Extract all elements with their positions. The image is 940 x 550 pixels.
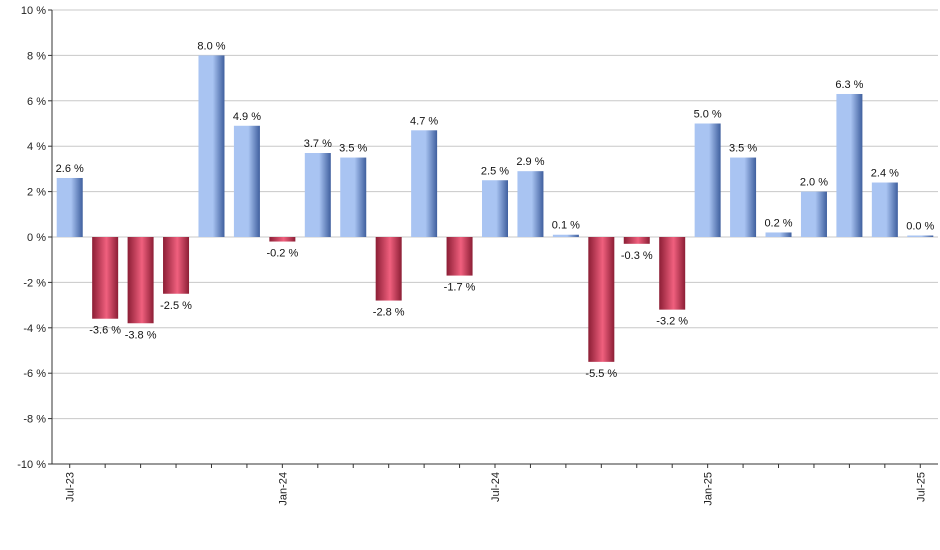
bar-jul-25 xyxy=(907,235,934,237)
y-tick-label: 0 % xyxy=(27,232,46,244)
y-tick-label: 10 % xyxy=(21,5,46,17)
bar-mar-25 xyxy=(765,232,792,237)
bar-jun-24 xyxy=(446,237,473,276)
x-tick-label: Jan-25 xyxy=(703,472,715,506)
axes: -10 % -8 % -6 % -4 % -2 % 0 % 2 % 4 % 6 % 8 % 10 %… xyxy=(17,5,938,506)
data-label: 4.9 % xyxy=(233,111,261,123)
bar-jun-25 xyxy=(871,182,898,237)
bar-sep-23 xyxy=(127,237,154,324)
bar-sep-24 xyxy=(552,234,579,237)
data-label: 0.0 % xyxy=(906,221,934,233)
bar-feb-25 xyxy=(730,157,757,237)
bar-jan-25 xyxy=(694,123,721,237)
data-label: -0.2 % xyxy=(266,248,298,260)
data-label: 2.0 % xyxy=(800,177,828,189)
y-tick-label: -4 % xyxy=(23,323,46,335)
bar-aug-23 xyxy=(92,237,119,319)
x-tick-label: Jul-23 xyxy=(65,472,77,502)
bar-mar-24 xyxy=(340,157,367,237)
data-label: 0.1 % xyxy=(552,220,580,232)
data-label: 0.2 % xyxy=(764,217,792,229)
data-label: 6.3 % xyxy=(835,79,863,91)
x-tick-label: Jul-25 xyxy=(915,472,927,502)
data-label: 2.5 % xyxy=(481,165,509,177)
bar-feb-24 xyxy=(304,153,331,237)
bar-nov-23 xyxy=(198,55,225,238)
y-tick-label: -2 % xyxy=(23,277,46,289)
bar-jul-23 xyxy=(56,177,83,237)
data-label: -2.8 % xyxy=(373,307,405,319)
bar-nov-24 xyxy=(623,237,650,244)
y-tick-label: -10 % xyxy=(17,459,46,471)
y-tick-label: 8 % xyxy=(27,50,46,62)
bar-jul-24 xyxy=(482,180,508,237)
bar-apr-24 xyxy=(375,237,402,301)
data-label: 3.7 % xyxy=(304,138,332,150)
x-tick-label: Jan-24 xyxy=(277,472,289,506)
bar-apr-25 xyxy=(800,191,827,237)
bar-may-25 xyxy=(836,93,863,238)
data-labels: 2.6 % -3.6 % -3.8 % -2.5 % 8.0 % 4.9 % -0.2 % 3… xyxy=(56,40,935,379)
y-tick-label: 2 % xyxy=(27,187,46,199)
data-label: 2.6 % xyxy=(56,163,84,175)
data-label: 2.9 % xyxy=(516,156,544,168)
bar-dec-24 xyxy=(659,237,686,310)
bar-jan-24 xyxy=(269,237,296,242)
y-tick-label: -6 % xyxy=(23,368,46,380)
bars xyxy=(56,55,934,362)
data-label: -5.5 % xyxy=(585,368,617,380)
data-label: -0.3 % xyxy=(621,250,653,262)
data-label: -3.8 % xyxy=(125,329,157,341)
data-label: 8.0 % xyxy=(197,40,225,52)
data-label: -1.7 % xyxy=(444,282,476,294)
data-label: 3.5 % xyxy=(339,143,367,155)
data-label: 4.7 % xyxy=(410,115,438,127)
data-label: 2.4 % xyxy=(871,168,899,180)
data-label: -3.6 % xyxy=(89,325,121,337)
data-label: 5.0 % xyxy=(694,109,722,121)
data-label: -2.5 % xyxy=(160,300,192,312)
bar-may-24 xyxy=(411,130,438,237)
bar-oct-23 xyxy=(163,237,190,294)
y-tick-label: -8 % xyxy=(23,414,46,426)
x-tick-label: Jul-24 xyxy=(490,472,502,502)
bar-oct-24 xyxy=(588,237,615,362)
data-label: -3.2 % xyxy=(656,316,688,328)
y-tick-label: 4 % xyxy=(27,141,46,153)
y-tick-label: 6 % xyxy=(27,96,46,108)
bar-aug-24 xyxy=(517,171,544,237)
bar-dec-23 xyxy=(233,125,260,237)
data-label: 3.5 % xyxy=(729,143,757,155)
